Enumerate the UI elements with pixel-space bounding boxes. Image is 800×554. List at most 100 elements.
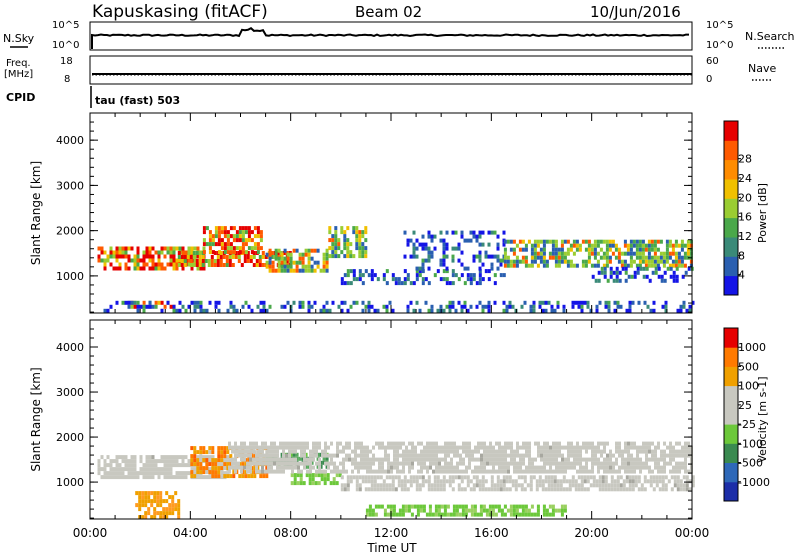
echo-cell xyxy=(326,477,330,482)
echo-cell xyxy=(382,487,386,492)
echo-cell xyxy=(496,242,500,247)
echo-cell xyxy=(660,465,663,470)
echo-cell xyxy=(636,270,640,275)
echo-cell xyxy=(478,479,482,484)
echo-cell xyxy=(487,242,491,247)
echo-cell xyxy=(512,512,516,517)
echo-cell xyxy=(118,467,122,472)
echo-cell xyxy=(528,461,531,466)
echo-cell xyxy=(168,495,172,500)
echo-cell xyxy=(280,264,284,269)
echo-cell xyxy=(133,304,137,309)
echo-cell xyxy=(382,277,386,282)
echo-cell xyxy=(618,441,621,446)
echo-cell xyxy=(513,469,516,474)
echo-cell xyxy=(649,475,653,480)
echo-cell xyxy=(632,243,636,248)
echo-cell xyxy=(199,308,203,313)
echo-cell xyxy=(666,461,669,466)
echo-cell xyxy=(554,263,558,268)
echo-cell xyxy=(460,487,464,492)
echo-cell xyxy=(591,465,594,470)
echo-cell xyxy=(306,457,309,462)
echo-cell xyxy=(489,469,492,474)
echo-cell xyxy=(429,457,432,462)
echo-cell xyxy=(604,483,608,488)
echo-cell xyxy=(421,258,425,263)
echo-cell xyxy=(223,459,227,464)
colorbar-segment xyxy=(724,366,738,387)
echo-cell xyxy=(671,247,675,252)
echo-cell xyxy=(226,230,230,235)
echo-cell xyxy=(318,465,321,470)
echo-cell xyxy=(187,262,191,267)
echo-cell xyxy=(142,300,146,305)
echo-cell xyxy=(636,465,639,470)
echo-cell xyxy=(153,499,157,504)
echo-cell xyxy=(294,461,297,466)
echo-cell xyxy=(144,499,148,504)
echo-cell xyxy=(557,263,561,268)
echo-cell xyxy=(253,234,257,239)
echo-cell xyxy=(652,479,656,484)
echo-cell xyxy=(364,254,368,259)
echo-cell xyxy=(232,234,236,239)
echo-cell xyxy=(394,281,398,286)
echo-cell xyxy=(283,268,287,273)
echo-cell xyxy=(503,247,507,252)
echo-cell xyxy=(289,268,293,273)
echo-cell xyxy=(106,258,110,263)
echo-cell xyxy=(246,449,249,454)
echo-cell xyxy=(246,453,249,458)
echo-cell xyxy=(495,453,498,458)
echo-cell xyxy=(205,308,209,313)
echo-cell xyxy=(655,479,659,484)
echo-cell xyxy=(480,465,483,470)
echo-cell xyxy=(124,262,128,267)
echo-cell xyxy=(550,487,554,492)
echo-cell xyxy=(178,471,182,476)
echo-cell xyxy=(442,250,446,255)
echo-cell xyxy=(337,242,341,247)
echo-cell xyxy=(220,450,224,455)
echo-cell xyxy=(333,461,336,466)
echo-cell xyxy=(253,470,257,475)
echo-cell xyxy=(432,449,435,454)
echo-cell xyxy=(106,254,110,259)
echo-cell xyxy=(368,504,372,509)
echo-cell xyxy=(684,441,687,446)
echo-cell xyxy=(423,465,426,470)
echo-cell xyxy=(342,449,345,454)
echo-cell xyxy=(211,455,215,460)
echo-cell xyxy=(492,469,495,474)
echo-cell xyxy=(309,457,312,462)
echo-cell xyxy=(323,473,327,478)
echo-cell xyxy=(652,475,656,480)
echo-cell xyxy=(653,259,657,264)
echo-cell xyxy=(541,479,545,484)
echo-cell xyxy=(103,262,107,267)
echo-cell xyxy=(349,479,353,484)
echo-cell xyxy=(564,457,567,462)
echo-cell xyxy=(635,263,639,268)
echo-cell xyxy=(627,465,630,470)
echo-cell xyxy=(369,449,372,454)
echo-cell xyxy=(214,300,218,305)
echo-cell xyxy=(178,475,182,480)
echo-cell xyxy=(166,246,170,251)
echo-cell xyxy=(358,250,362,255)
echo-cell xyxy=(427,475,431,480)
echo-cell xyxy=(609,449,612,454)
echo-cell xyxy=(240,441,243,446)
echo-cell xyxy=(659,239,663,244)
echo-cell xyxy=(610,483,614,488)
echo-cell xyxy=(282,469,285,474)
echo-cell xyxy=(473,504,477,509)
echo-cell xyxy=(159,491,163,496)
echo-cell xyxy=(246,465,249,470)
echo-cell xyxy=(187,459,191,464)
echo-cell xyxy=(638,251,642,256)
echo-cell xyxy=(528,465,531,470)
echo-cell xyxy=(607,308,611,313)
echo-cell xyxy=(202,242,206,247)
